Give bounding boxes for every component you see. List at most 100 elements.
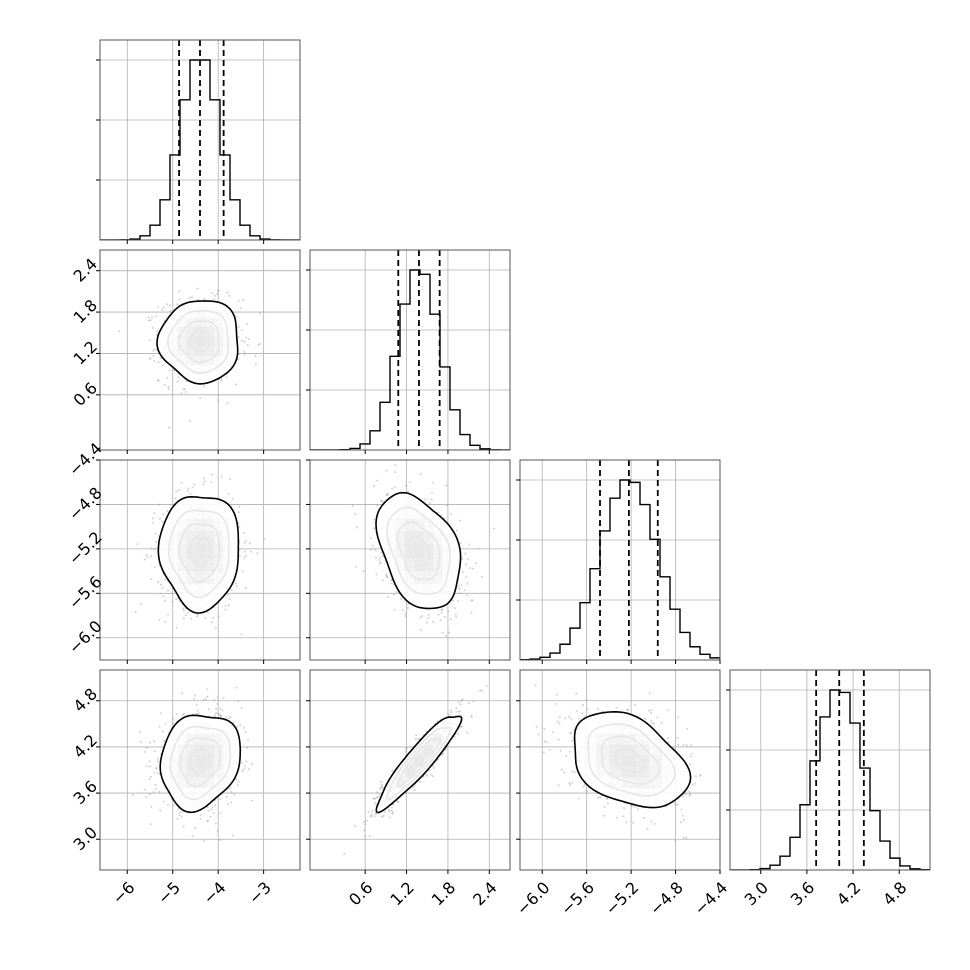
sample-point xyxy=(202,483,205,486)
sample-point xyxy=(636,808,639,811)
contour-fill-3 xyxy=(376,492,461,609)
sample-point xyxy=(251,762,254,765)
sample-point xyxy=(381,500,384,503)
sample-point xyxy=(441,608,444,611)
sample-point xyxy=(242,299,245,301)
sample-point xyxy=(158,564,161,567)
sample-point xyxy=(230,790,233,793)
sample-point xyxy=(380,551,383,554)
sample-point xyxy=(369,549,372,551)
sample-point xyxy=(218,713,221,716)
sample-point xyxy=(186,611,189,614)
sample-point xyxy=(470,716,473,719)
sample-point xyxy=(203,298,205,301)
sample-point xyxy=(216,293,219,295)
sample-point xyxy=(250,550,253,553)
sample-point xyxy=(199,396,202,399)
sample-point xyxy=(542,751,545,754)
panel-3-0 xyxy=(96,669,301,874)
sample-point xyxy=(207,611,209,614)
sample-point xyxy=(414,737,417,740)
sample-point xyxy=(191,486,194,489)
sample-point xyxy=(689,793,692,796)
sample-point xyxy=(406,747,409,750)
sample-point xyxy=(634,806,637,808)
sample-point xyxy=(161,730,164,733)
sample-point xyxy=(343,852,346,855)
sample-point xyxy=(219,798,222,801)
sample-point xyxy=(222,697,225,700)
sample-point xyxy=(554,702,557,705)
sample-point xyxy=(653,722,656,725)
sample-point xyxy=(118,330,121,333)
sample-point xyxy=(391,769,394,772)
panel-2-0 xyxy=(96,459,301,664)
sample-point xyxy=(217,399,220,402)
sample-point xyxy=(448,714,451,717)
sample-point xyxy=(210,480,213,483)
sample-point xyxy=(196,709,199,712)
sample-point xyxy=(380,499,383,502)
panel-3-1 xyxy=(306,669,511,874)
sample-point xyxy=(674,803,677,805)
sample-point xyxy=(470,599,473,602)
sample-point xyxy=(373,797,376,800)
sample-point xyxy=(447,712,450,715)
sample-point xyxy=(351,504,354,507)
sample-point xyxy=(462,571,464,574)
sample-point xyxy=(254,363,257,366)
sample-point xyxy=(154,783,157,786)
sample-point xyxy=(243,350,246,353)
sample-point xyxy=(145,765,148,768)
sample-point xyxy=(390,582,393,585)
sample-point xyxy=(424,498,427,501)
sample-point xyxy=(219,839,222,841)
sample-point xyxy=(183,388,186,390)
sample-point xyxy=(160,357,162,360)
sample-point xyxy=(388,810,391,813)
sample-point xyxy=(396,800,399,803)
sample-point xyxy=(458,710,461,713)
sample-point xyxy=(451,599,454,602)
sample-point xyxy=(213,698,216,701)
sample-point xyxy=(596,708,599,710)
sample-point xyxy=(193,483,196,486)
sample-point xyxy=(466,558,469,561)
sample-point xyxy=(369,537,372,540)
sample-point xyxy=(210,808,213,811)
sample-point xyxy=(166,377,169,379)
sample-point xyxy=(444,634,447,637)
sample-point xyxy=(439,619,442,622)
sample-point xyxy=(689,744,692,747)
sample-point xyxy=(143,788,146,791)
sample-point xyxy=(457,585,460,588)
sample-point xyxy=(386,576,389,579)
sample-point xyxy=(448,631,451,634)
sample-point xyxy=(430,773,433,776)
sample-point xyxy=(211,473,214,476)
sample-point xyxy=(161,520,164,523)
contour-lines xyxy=(159,714,242,814)
sample-point xyxy=(211,292,214,294)
sample-point xyxy=(157,305,159,308)
sample-point xyxy=(162,595,165,598)
sample-point xyxy=(373,485,376,488)
sample-point xyxy=(374,797,377,800)
sample-point xyxy=(155,333,158,336)
sample-point xyxy=(437,613,440,616)
histogram-series xyxy=(310,269,510,450)
sample-point xyxy=(238,352,241,355)
sample-point xyxy=(419,629,422,632)
sample-point xyxy=(199,817,202,820)
sample-point xyxy=(466,582,469,585)
panel-frame xyxy=(309,249,511,451)
sample-point xyxy=(150,555,153,558)
hist-panel-0 xyxy=(96,39,301,244)
sample-point xyxy=(227,604,230,607)
sample-point xyxy=(446,504,449,507)
sample-point xyxy=(259,343,261,345)
sample-point xyxy=(455,615,458,618)
sample-point xyxy=(389,579,392,582)
sample-point xyxy=(376,479,379,482)
sample-point xyxy=(405,750,408,753)
